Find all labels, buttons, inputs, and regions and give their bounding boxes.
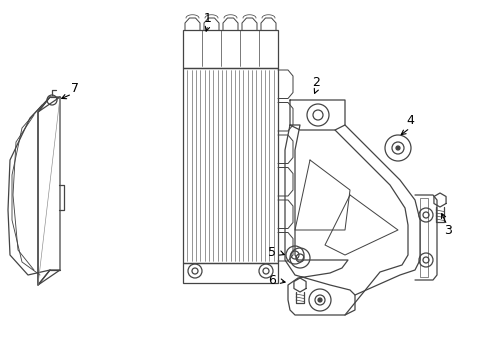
Text: 2: 2 [312,76,320,89]
Bar [183,263,278,283]
Text: 4: 4 [406,113,414,126]
Text: 5: 5 [268,246,276,258]
Text: 6: 6 [268,274,276,287]
Bar [420,198,428,277]
Text: 7: 7 [71,81,79,94]
Circle shape [396,146,400,150]
Bar [183,30,278,68]
Circle shape [318,298,322,302]
Text: 1: 1 [204,12,212,24]
Bar [183,68,278,263]
Text: 3: 3 [444,224,452,237]
